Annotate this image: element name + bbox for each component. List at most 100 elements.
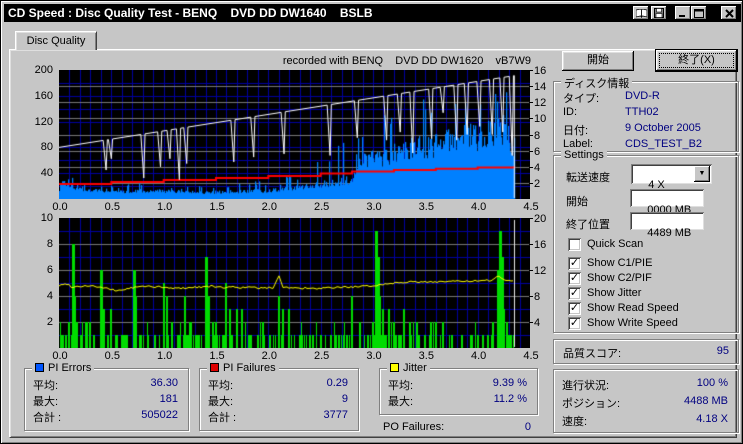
- stats-row-label: 平均:: [33, 380, 59, 392]
- checkbox-show-c2-pif[interactable]: ✓ Show C2/PIF: [568, 272, 728, 286]
- stats-box-title-text: PI Failures: [223, 362, 276, 374]
- axis-tick: [529, 150, 533, 152]
- checkbox-quick-scan[interactable]: Quick Scan: [568, 238, 728, 252]
- bottom-left-tick: 8: [46, 238, 53, 250]
- axis-tick: [529, 182, 533, 184]
- bottom-x-tick: 3.0: [366, 350, 382, 362]
- top-right-tick: 4: [534, 161, 541, 174]
- focus-rect: [659, 53, 734, 68]
- bottom-left-tick: 2: [46, 316, 53, 328]
- close-button[interactable]: [721, 6, 737, 20]
- checkbox-label: Show Write Speed: [587, 317, 678, 329]
- progress-row: 速度: 4.18 X: [562, 413, 730, 428]
- axis-tick: [529, 70, 533, 71]
- stats-row-value: 9: [341, 393, 348, 405]
- axis-tick: [529, 322, 533, 323]
- axis-tick: [529, 102, 533, 104]
- exit-button-label: 終了(X): [678, 54, 715, 66]
- stats-row-label: 最大:: [33, 396, 59, 408]
- top-x-tick: 1.0: [157, 201, 173, 213]
- stats-row-label: 平均:: [208, 380, 234, 392]
- axis-tick: [529, 296, 533, 297]
- minimize-icon: [679, 14, 685, 17]
- tab-disc-quality[interactable]: Disc Quality: [15, 31, 97, 50]
- checkbox-show-jitter[interactable]: ✓ Show Jitter: [568, 287, 728, 301]
- progress-row-value: 4.18 X: [696, 413, 728, 425]
- start-position-label: 開始: [566, 196, 588, 208]
- bottom-left-tick: 6: [46, 264, 53, 276]
- checkbox-show-write-speed[interactable]: ✓ Show Write Speed: [568, 317, 728, 331]
- end-position-value: 4489 MB: [647, 227, 692, 239]
- book-icon[interactable]: [633, 6, 649, 20]
- disc-info-title: ディスク情報: [561, 75, 633, 91]
- stats-box-jitter: Jitter 平均: 9.39 % 最大: 11.2 %: [379, 362, 538, 415]
- stats-row: 平均: 9.39 %: [388, 377, 529, 392]
- maximize-icon: [694, 8, 704, 18]
- disc-info-row-label: ID:: [563, 106, 578, 118]
- disc-info-row-value: DVD-R: [625, 90, 660, 102]
- disc-info-row-label: Label:: [563, 138, 593, 150]
- bottom-right-tick: 12: [534, 265, 547, 277]
- book-icon-glyph: [635, 8, 647, 18]
- top-x-tick: 2.5: [314, 201, 330, 213]
- checkbox-box[interactable]: [568, 238, 581, 251]
- checkbox-show-read-speed[interactable]: ✓ Show Read Speed: [568, 302, 728, 316]
- end-position-field[interactable]: 4489 MB: [630, 212, 704, 239]
- stats-row: 合計 : 505022: [33, 409, 180, 424]
- checkbox-box[interactable]: ✓: [568, 317, 581, 330]
- stats-row-value: 505022: [141, 409, 178, 421]
- maximize-button[interactable]: [691, 6, 707, 20]
- top-right-tick: 10: [534, 113, 547, 126]
- progress-box: 進行状況: 100 % ポジション: 4488 MB 速度: 4.18 X: [553, 369, 739, 433]
- start-button[interactable]: 開始: [562, 51, 634, 71]
- bottom-right-tick: 8: [534, 291, 541, 303]
- transfer-speed-combobox[interactable]: 4 X ▼: [631, 164, 712, 191]
- checkbox-box[interactable]: ✓: [568, 302, 581, 315]
- axis-tick: [529, 166, 533, 168]
- bottom-x-tick: 1.0: [157, 350, 173, 362]
- checkbox-show-c1-pie[interactable]: ✓ Show C1/PIE: [568, 257, 728, 271]
- axis-tick: [529, 270, 533, 271]
- top-left-tick: 120: [34, 115, 53, 128]
- axis-tick: [529, 218, 533, 219]
- progress-row-label: 進行状況:: [562, 380, 610, 392]
- stats-row-value: 11.2 %: [493, 393, 527, 405]
- stats-row-label: 最大:: [208, 396, 234, 408]
- save-icon[interactable]: [651, 6, 667, 20]
- top-left-tick: 40: [40, 167, 53, 180]
- exit-button[interactable]: 終了(X): [655, 49, 738, 72]
- stats-row-label: 合計 :: [208, 412, 237, 424]
- stats-box-title-text: PI Errors: [48, 362, 92, 374]
- chevron-down-icon[interactable]: ▼: [694, 166, 710, 182]
- axis-tick: [529, 244, 533, 245]
- recorded-with-note: recorded with BENQ DVD DD DW1620 vB7W9: [282, 55, 531, 67]
- top-x-tick: 0.5: [104, 201, 120, 213]
- disc-info-row: Label: CDS_TEST_B2: [563, 138, 731, 152]
- axis-tick: [529, 118, 533, 120]
- titlebar[interactable]: CD Speed : Disc Quality Test - BENQ DVD …: [4, 4, 741, 22]
- minimize-button[interactable]: [675, 6, 691, 20]
- checkbox-box[interactable]: ✓: [568, 272, 581, 285]
- checkbox-label: Show Read Speed: [587, 302, 679, 314]
- axis-tick: [529, 134, 533, 136]
- checkbox-label: Show Jitter: [587, 287, 642, 299]
- progress-row-value: 100 %: [696, 377, 728, 389]
- progress-row: 進行状況: 100 %: [562, 377, 730, 392]
- checkbox-box[interactable]: ✓: [568, 287, 581, 300]
- checkbox-box[interactable]: ✓: [568, 257, 581, 270]
- top-right-tick: 12: [534, 97, 547, 110]
- bottom-x-tick: 2.5: [314, 350, 330, 362]
- disc-info-row-label: タイプ:: [563, 93, 600, 105]
- top-left-tick: 200: [34, 64, 53, 76]
- transfer-speed-value: 4 X: [648, 179, 665, 191]
- disc-info-row-value: TTH02: [625, 106, 659, 118]
- pi_errors-legend-swatch: [35, 363, 44, 372]
- start-button-label: 開始: [587, 54, 609, 66]
- bottom-right-tick: 20: [534, 213, 547, 225]
- bottom-left-tick: 4: [46, 290, 53, 302]
- top-x-tick: 4.5: [523, 201, 539, 213]
- top-x-tick: 0.0: [52, 201, 68, 213]
- start-position-field[interactable]: 0000 MB: [630, 189, 704, 216]
- quality-score-value: 95: [716, 345, 729, 357]
